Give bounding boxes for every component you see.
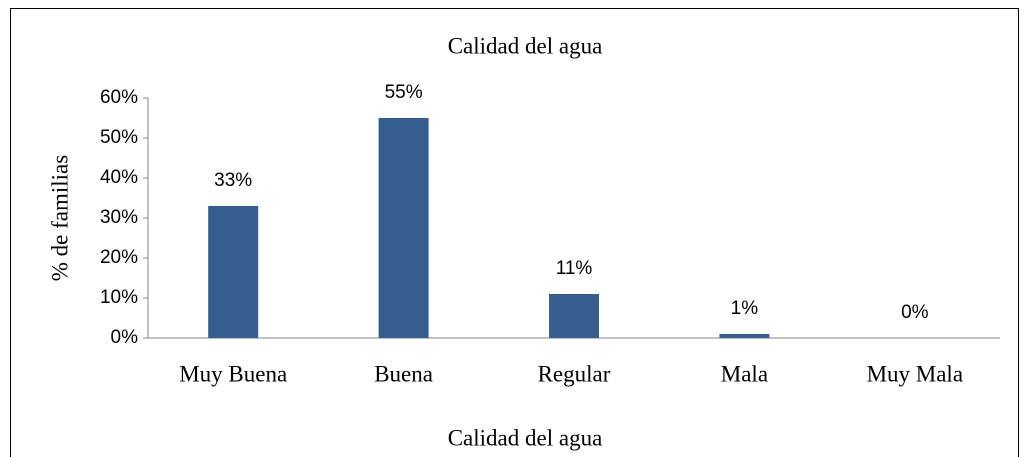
bar — [208, 206, 259, 338]
x-tick-label: Buena — [374, 361, 433, 386]
y-tick-label: 50% — [100, 127, 138, 148]
x-tick-label: Muy Buena — [179, 361, 287, 386]
y-axis-label: % de familias — [47, 155, 72, 282]
bar — [378, 118, 429, 338]
x-axis-label: Calidad del agua — [448, 425, 603, 450]
data-label: 11% — [556, 258, 593, 279]
x-tick-label: Muy Mala — [867, 361, 963, 386]
y-tick-label: 30% — [100, 207, 138, 228]
y-tick-label: 60% — [100, 87, 138, 108]
chart-title: Calidad del agua — [448, 33, 603, 58]
chart-frame — [10, 8, 1019, 457]
data-label: 0% — [901, 302, 929, 323]
data-label: 55% — [385, 82, 423, 103]
y-tick-label: 40% — [100, 167, 138, 188]
y-tick-label: 10% — [100, 287, 138, 308]
data-label: 1% — [731, 298, 759, 319]
bar — [549, 294, 599, 338]
y-tick-label: 0% — [111, 327, 139, 348]
data-label: 33% — [214, 170, 252, 191]
y-tick-label: 20% — [100, 247, 138, 268]
bar — [719, 334, 770, 338]
x-tick-label: Mala — [721, 361, 768, 386]
x-tick-label: Regular — [538, 361, 611, 386]
